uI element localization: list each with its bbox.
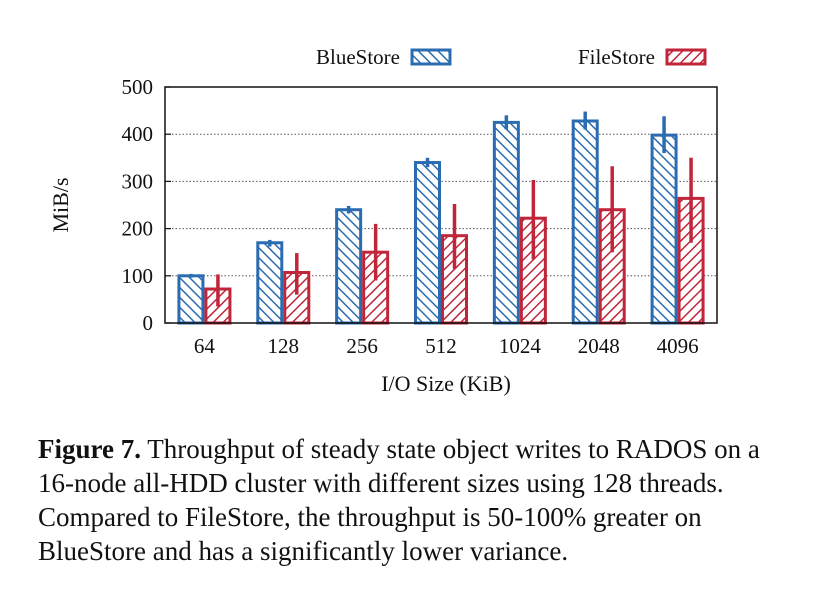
legend-swatch-filestore [665,48,707,66]
x-tick-label: 256 [346,334,378,358]
x-tick-label: 2048 [578,334,620,358]
x-tick-label: 512 [425,334,457,358]
y-tick-label: 300 [122,169,154,193]
error-bars [189,111,693,307]
bars [177,119,705,325]
y-axis-label: MiB/s [48,177,73,232]
x-axis-label: I/O Size (KiB) [381,371,511,396]
bar-bluestore-128 [256,241,284,325]
y-tick-label: 500 [122,75,154,99]
bar-bluestore-4096 [650,133,678,325]
plot-frame [164,86,718,324]
figure-label: Figure 7. [38,434,141,464]
figure-caption: Figure 7. Throughput of steady state obj… [38,432,798,568]
legend-label-bluestore: BlueStore [316,45,400,69]
x-tick-label: 64 [194,334,216,358]
x-tick-label: 1024 [499,334,542,358]
y-tick-label: 0 [143,311,154,335]
x-tick-label: 4096 [657,334,699,358]
legend-swatch-bluestore [410,48,452,66]
y-tick-label: 200 [122,217,154,241]
y-axis-ticks: 0 100 200 300 400 500 [122,75,171,335]
y-tick-label: 100 [122,264,154,288]
y-tick-label: 400 [122,122,154,146]
bar-bluestore-256 [335,208,363,325]
x-axis-ticks: 64 128 256 512 1024 2048 4096 [194,334,699,358]
bar-bluestore-2048 [571,119,599,325]
bar-bluestore-1024 [492,120,520,325]
bar-chart: 0 100 200 300 400 500 64 128 256 512 1024 2048 4096… [48,45,718,396]
bar-bluestore-512 [414,161,441,325]
x-tick-label: 128 [268,334,300,358]
bar-bluestore-64 [177,274,205,325]
caption-text: Throughput of steady state object writes… [38,434,760,566]
legend: BlueStore FileStore [316,45,707,69]
legend-label-filestore: FileStore [578,45,655,69]
